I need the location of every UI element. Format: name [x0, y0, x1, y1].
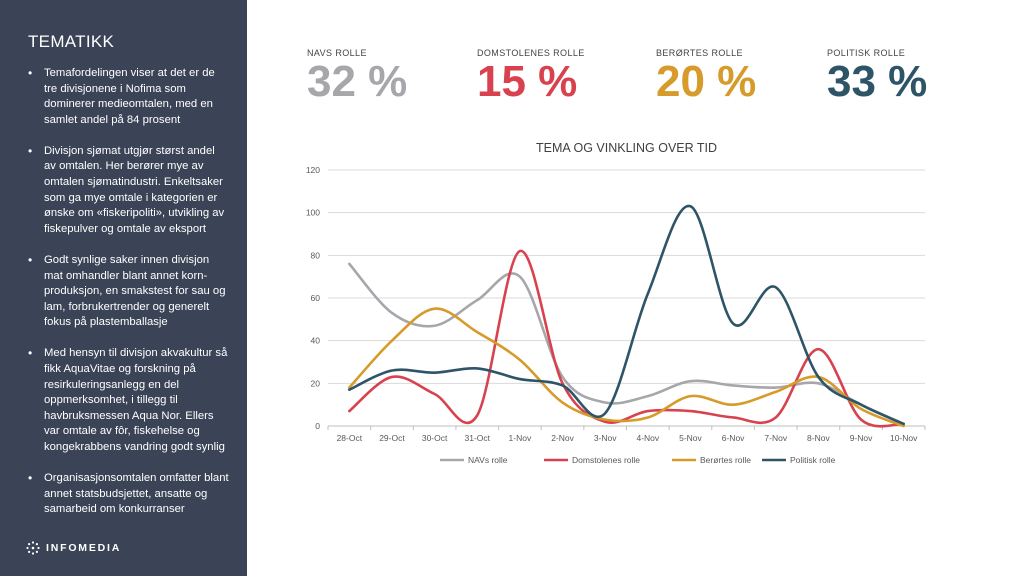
legend-label: Berørtes rolle: [700, 455, 751, 465]
bullet-item: Organisasjonsomtalen omfatter blant anne…: [28, 471, 229, 518]
kpi-politisk-rolle: POLITISK ROLLE 33 %: [827, 48, 927, 104]
x-tick-label: 8-Nov: [807, 433, 830, 443]
bullet-list: Temafordelingen viser at det er de tre d…: [28, 66, 229, 518]
x-tick-label: 2-Nov: [551, 433, 574, 443]
kpi-berortes-rolle: BERØRTES ROLLE 20 %: [656, 48, 756, 104]
x-tick-label: 9-Nov: [850, 433, 873, 443]
sidebar-title: TEMATIKK: [28, 32, 115, 51]
kpi-domstolenes-rolle: DOMSTOLENES ROLLE 15 %: [477, 48, 585, 104]
y-tick-label: 60: [311, 293, 321, 303]
x-tick-label: 6-Nov: [722, 433, 745, 443]
x-tick-label: 31-Oct: [464, 433, 490, 443]
series-line-4: [348, 204, 905, 426]
x-tick-label: 28-Oct: [337, 433, 363, 443]
x-tick-label: 10-Nov: [890, 433, 918, 443]
bullet-item: Med hensyn til divisjon akvakultur så fi…: [28, 346, 229, 455]
kpi-label: DOMSTOLENES ROLLE: [477, 48, 585, 58]
y-tick-label: 0: [315, 421, 320, 431]
x-tick-label: 4-Nov: [636, 433, 659, 443]
kpi-label: POLITISK ROLLE: [827, 48, 906, 58]
legend-label: NAVs rolle: [468, 455, 508, 465]
kpi-value: 15 %: [477, 57, 578, 106]
kpi-label: BERØRTES ROLLE: [656, 48, 743, 58]
x-tick-label: 3-Nov: [594, 433, 617, 443]
x-tick-label: 30-Oct: [422, 433, 448, 443]
legend-label: Domstolenes rolle: [572, 455, 640, 465]
kpi-label: NAVS ROLLE: [307, 48, 367, 58]
series-line-1: [348, 262, 905, 426]
x-tick-label: 1-Nov: [509, 433, 532, 443]
bullet-item: Temafordelingen viser at det er de tre d…: [28, 66, 229, 128]
kpi-value: 20 %: [656, 57, 757, 106]
y-tick-label: 20: [311, 378, 321, 388]
infomedia-logo: INFOMEDIA: [26, 541, 121, 555]
series-line-2: [348, 249, 905, 428]
y-tick-label: 40: [311, 336, 321, 346]
legend-label: Politisk rolle: [790, 455, 836, 465]
logo-mark-icon: [26, 541, 40, 555]
kpi-navs-rolle: NAVS ROLLE 32 %: [307, 48, 407, 104]
y-tick-label: 120: [306, 165, 320, 175]
line-chart: TEMA OG VINKLING OVER TID 0 20 40 60 80 100 120…: [306, 141, 926, 465]
kpi-value: 33 %: [827, 57, 928, 106]
kpi-value: 32 %: [307, 57, 408, 106]
sidebar-panel: TEMATIKK Temafordelingen viser at det er…: [0, 0, 247, 576]
x-tick-label: 7-Nov: [764, 433, 787, 443]
chart-title: TEMA OG VINKLING OVER TID: [536, 141, 717, 155]
y-tick-label: 100: [306, 208, 320, 218]
x-tick-label: 29-Oct: [379, 433, 405, 443]
y-tick-label: 80: [311, 250, 321, 260]
logo-text: INFOMEDIA: [46, 542, 122, 554]
series-line-3: [348, 307, 905, 428]
bullet-item: Divisjon sjømat utgjør størst andel av o…: [28, 144, 229, 238]
x-tick-label: 5-Nov: [679, 433, 702, 443]
bullet-item: Godt synlige saker innen divisjon mat om…: [28, 253, 229, 331]
